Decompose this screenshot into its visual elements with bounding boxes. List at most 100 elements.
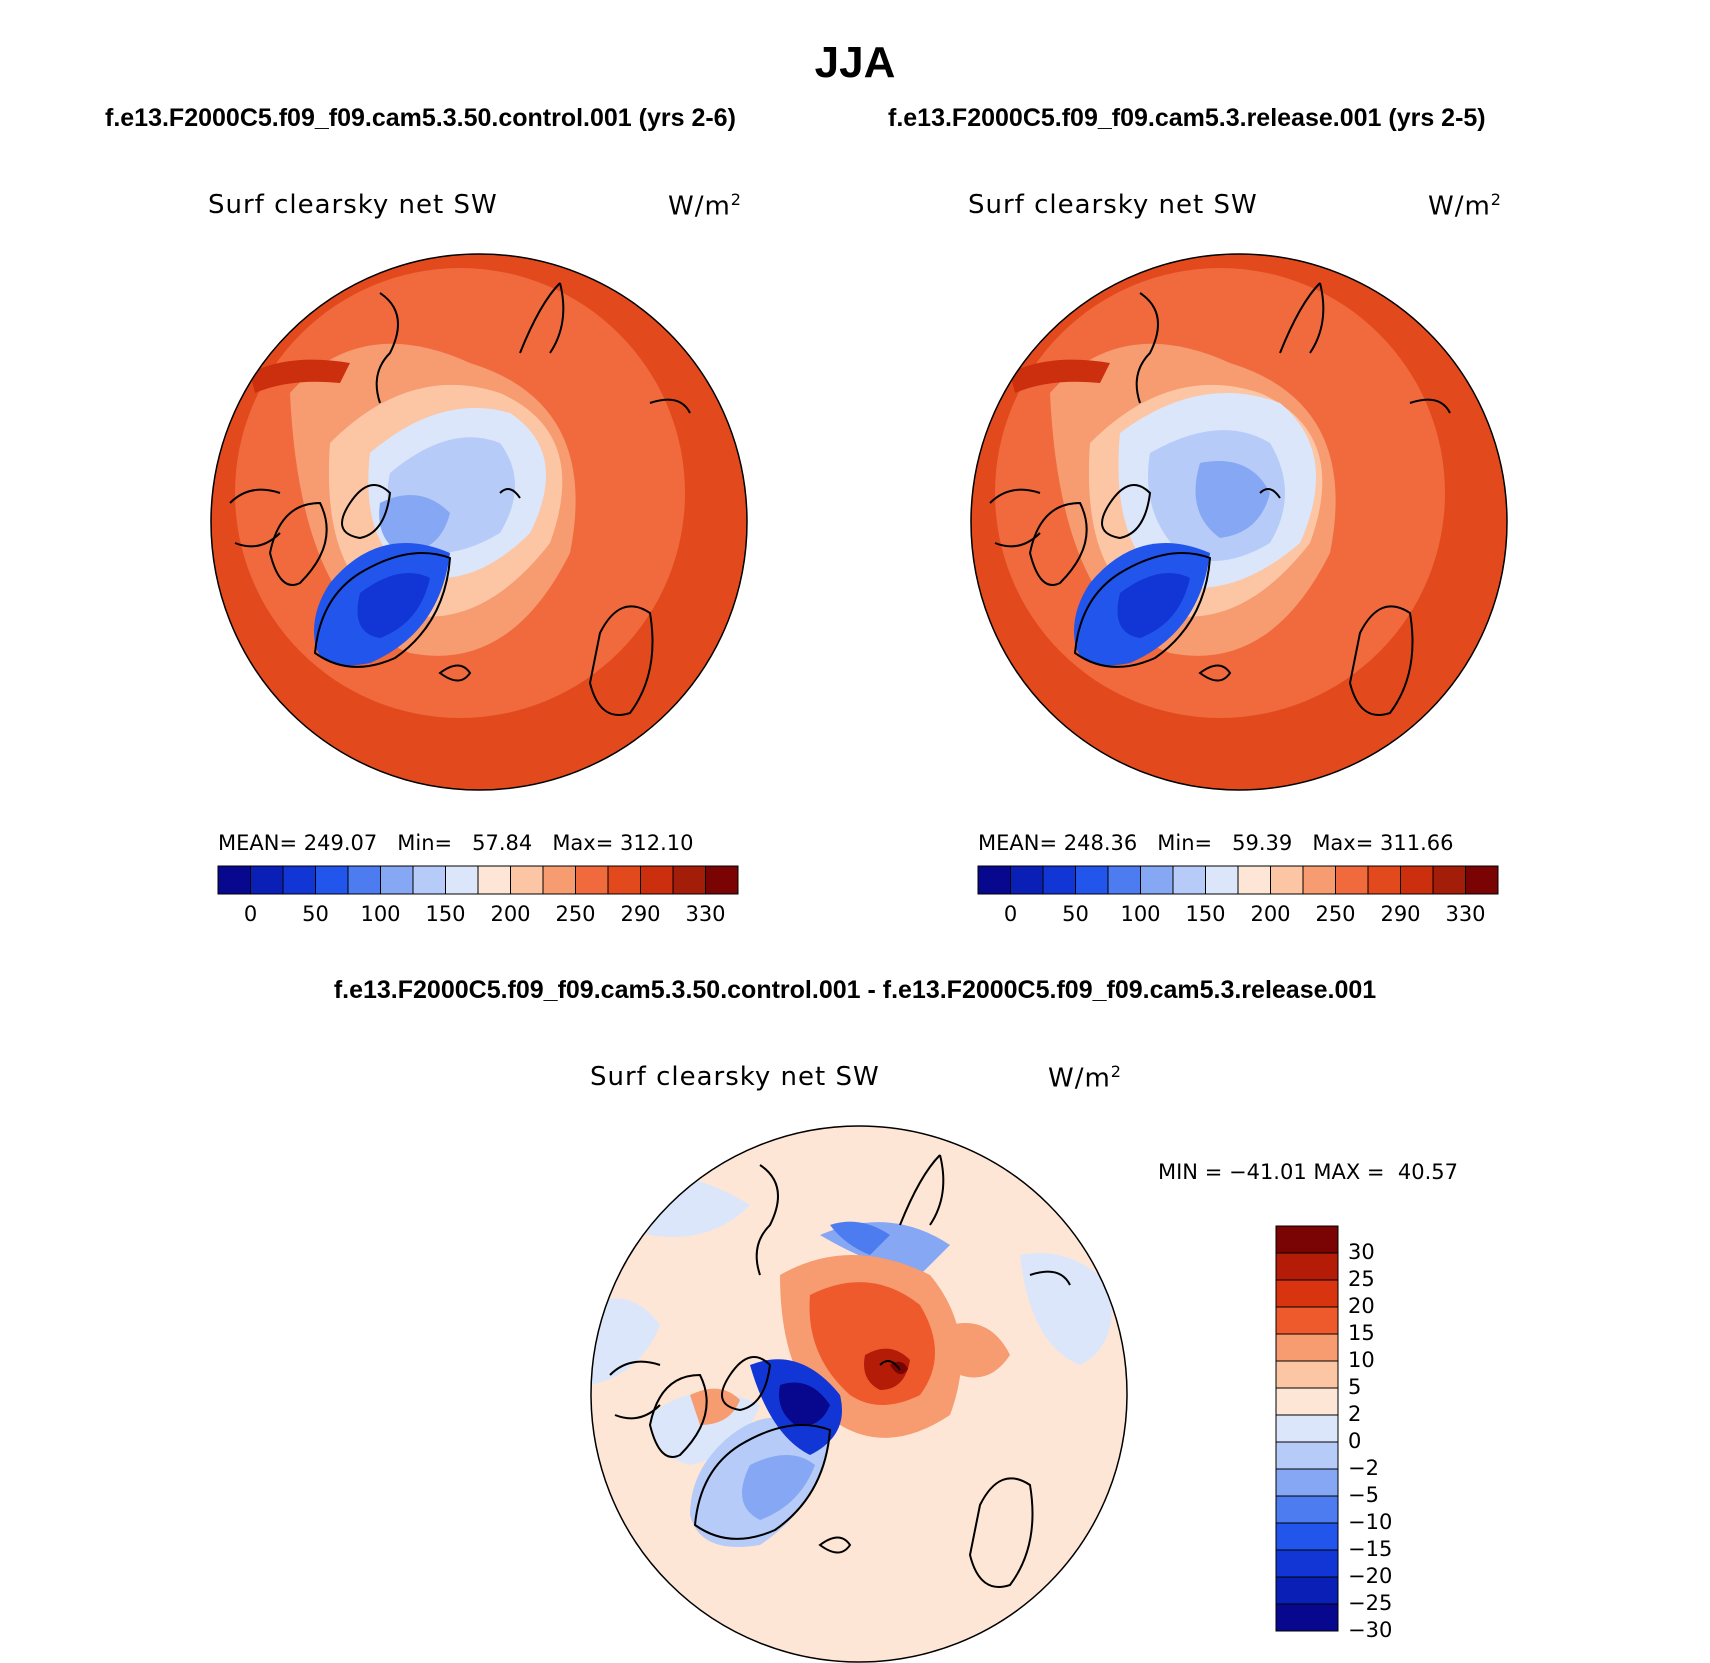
colorbar-tick-label: 5	[1348, 1375, 1362, 1399]
colorbar-tick-label: −20	[1348, 1564, 1393, 1588]
colorbar-swatch	[412, 865, 446, 895]
panel2-stats: MEAN= 248.36 Min= 59.39 Max= 311.66	[978, 831, 1454, 855]
colorbar-swatch	[1075, 865, 1109, 895]
colorbar-swatch	[640, 865, 674, 895]
colorbar-swatch	[1275, 1441, 1339, 1470]
figure-title: JJA	[814, 38, 896, 87]
colorbar-swatch	[282, 865, 316, 895]
colorbar-tick-label: 25	[1348, 1267, 1375, 1291]
colorbar-swatch	[575, 865, 609, 895]
colorbar-swatch	[1275, 1549, 1339, 1578]
colorbar-swatch	[1205, 865, 1239, 895]
colorbar-swatch	[1010, 865, 1044, 895]
colorbar-swatch	[1140, 865, 1174, 895]
colorbar-swatch	[477, 865, 511, 895]
colorbar-swatch	[1275, 1225, 1339, 1254]
colorbar-tick-label: 0	[1348, 1429, 1362, 1453]
colorbar-swatch	[250, 865, 284, 895]
panel2-variable-label: Surf clearsky net SW	[968, 190, 1258, 220]
diff-colorbar-ticks: 30 25 20 15 10 5 2 0 −2 −5 −10 −15 −20 −25 −30	[1348, 1226, 1428, 1642]
panel2-polar-map	[970, 253, 1508, 791]
colorbar-tick-label: 0	[1003, 902, 1018, 926]
colorbar-swatch	[1275, 1252, 1339, 1281]
diff-units: W/m2	[1048, 1062, 1122, 1094]
colorbar-tick-label: 250	[1315, 902, 1356, 926]
panel1-stats: MEAN= 249.07 Min= 57.84 Max= 312.10	[218, 831, 694, 855]
panel2-colorbar-ticks: 0 50 100 150 200 250 290 330	[978, 902, 1498, 932]
colorbar-tick-label: 330	[685, 902, 726, 926]
colorbar-tick-label: 150	[1185, 902, 1226, 926]
panel1-colorbar-ticks: 0 50 100 150 200 250 290 330	[218, 902, 738, 932]
colorbar-swatch	[217, 865, 251, 895]
colorbar-tick-label: 2	[1348, 1402, 1362, 1426]
colorbar-tick-label: 150	[425, 902, 466, 926]
colorbar-swatch	[1275, 1576, 1339, 1605]
colorbar-tick-label: 200	[1250, 902, 1291, 926]
colorbar-swatch	[445, 865, 479, 895]
difference-title: f.e13.F2000C5.f09_f09.cam5.3.50.control.…	[333, 976, 1377, 1004]
colorbar-swatch	[1275, 1306, 1339, 1335]
diff-variable-label: Surf clearsky net SW	[590, 1062, 880, 1092]
colorbar-tick-label: −15	[1348, 1537, 1393, 1561]
colorbar-swatch	[1042, 865, 1076, 895]
colorbar-swatch	[315, 865, 349, 895]
colorbar-tick-label: 200	[490, 902, 531, 926]
colorbar-tick-label: 100	[360, 902, 401, 926]
colorbar-swatch	[1367, 865, 1401, 895]
colorbar-swatch	[1275, 1279, 1339, 1308]
panel1-colorbar	[217, 865, 739, 895]
diff-colorbar	[1275, 1225, 1339, 1632]
colorbar-swatch	[1275, 1333, 1339, 1362]
colorbar-swatch	[607, 865, 641, 895]
colorbar-tick-label: 290	[620, 902, 661, 926]
colorbar-swatch	[977, 865, 1011, 895]
colorbar-tick-label: 290	[1380, 902, 1421, 926]
colorbar-swatch	[1275, 1603, 1339, 1632]
colorbar-tick-label: 15	[1348, 1321, 1375, 1345]
colorbar-tick-label: 0	[243, 902, 258, 926]
colorbar-swatch	[1335, 865, 1369, 895]
colorbar-tick-label: 20	[1348, 1294, 1375, 1318]
case1-title: f.e13.F2000C5.f09_f09.cam5.3.50.control.…	[105, 104, 736, 132]
colorbar-swatch	[1275, 1360, 1339, 1389]
colorbar-tick-label: 330	[1445, 902, 1486, 926]
panel2-colorbar	[977, 865, 1499, 895]
colorbar-swatch	[1275, 1414, 1339, 1443]
panel2-units: W/m2	[1428, 190, 1502, 222]
colorbar-tick-label: 250	[555, 902, 596, 926]
colorbar-swatch	[1302, 865, 1336, 895]
colorbar-swatch	[347, 865, 381, 895]
colorbar-tick-label: −30	[1348, 1618, 1393, 1642]
colorbar-swatch	[1275, 1387, 1339, 1416]
colorbar-swatch	[672, 865, 706, 895]
colorbar-swatch	[1237, 865, 1271, 895]
colorbar-swatch	[542, 865, 576, 895]
colorbar-swatch	[705, 865, 739, 895]
diff-stats: MIN = −41.01 MAX = 40.57	[1158, 1160, 1459, 1184]
colorbar-tick-label: −2	[1348, 1456, 1379, 1480]
colorbar-swatch	[510, 865, 544, 895]
colorbar-tick-label: 50	[1062, 902, 1089, 926]
colorbar-tick-label: −5	[1348, 1483, 1379, 1507]
panel1-polar-map	[210, 253, 748, 791]
colorbar-swatch	[1172, 865, 1206, 895]
diff-polar-map	[590, 1125, 1128, 1663]
colorbar-tick-label: 10	[1348, 1348, 1375, 1372]
colorbar-tick-label: −10	[1348, 1510, 1393, 1534]
colorbar-swatch	[1432, 865, 1466, 895]
colorbar-swatch	[1275, 1522, 1339, 1551]
panel1-variable-label: Surf clearsky net SW	[208, 190, 498, 220]
colorbar-tick-label: 50	[302, 902, 329, 926]
colorbar-tick-label: −25	[1348, 1591, 1393, 1615]
colorbar-swatch	[1275, 1468, 1339, 1497]
colorbar-swatch	[380, 865, 414, 895]
colorbar-tick-label: 30	[1348, 1240, 1375, 1264]
colorbar-swatch	[1275, 1495, 1339, 1524]
panel1-units: W/m2	[668, 190, 742, 222]
colorbar-tick-label: 100	[1120, 902, 1161, 926]
case2-title: f.e13.F2000C5.f09_f09.cam5.3.release.001…	[888, 104, 1486, 132]
colorbar-swatch	[1400, 865, 1434, 895]
colorbar-swatch	[1465, 865, 1499, 895]
colorbar-swatch	[1107, 865, 1141, 895]
colorbar-swatch	[1270, 865, 1304, 895]
